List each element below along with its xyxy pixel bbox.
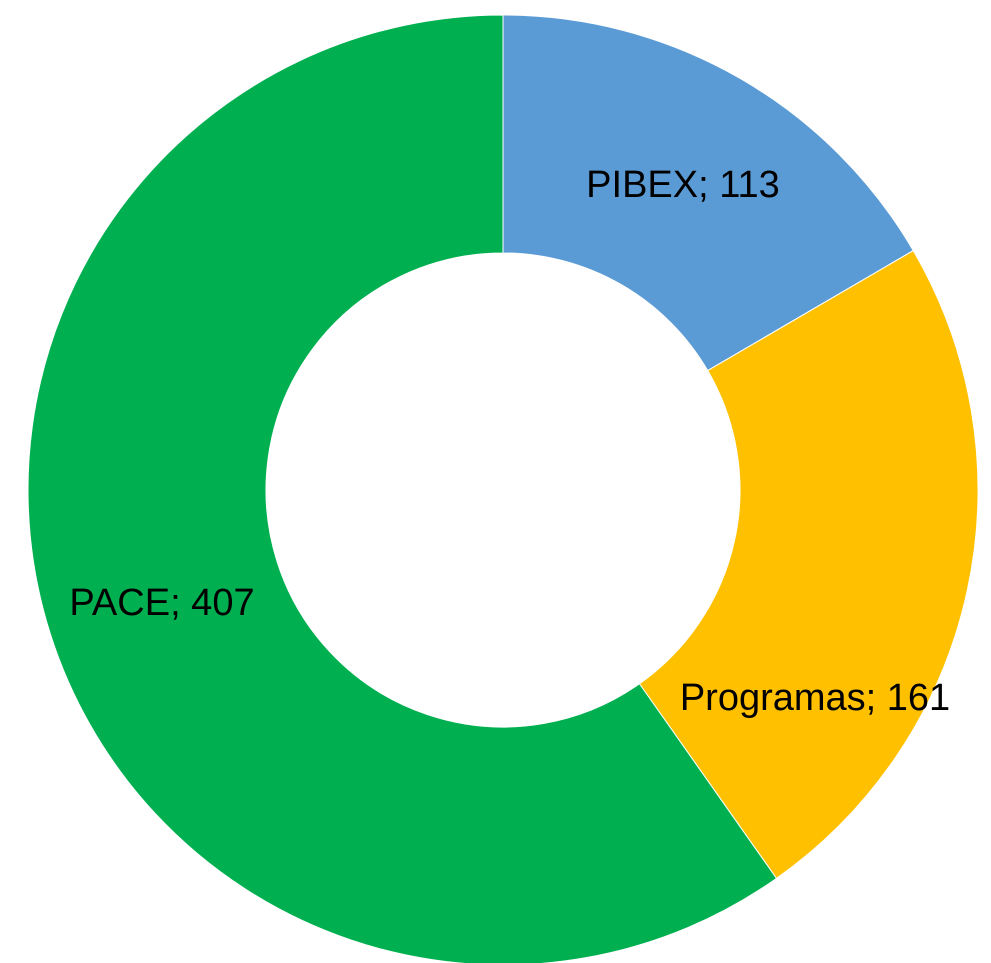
donut-segment: [638, 249, 979, 880]
data-label: PACE; 407: [69, 582, 254, 624]
donut-segment: [27, 14, 778, 963]
donut-segment: [502, 14, 914, 372]
data-label: Programas; 161: [680, 677, 950, 719]
data-label: PIBEX; 113: [586, 164, 780, 206]
